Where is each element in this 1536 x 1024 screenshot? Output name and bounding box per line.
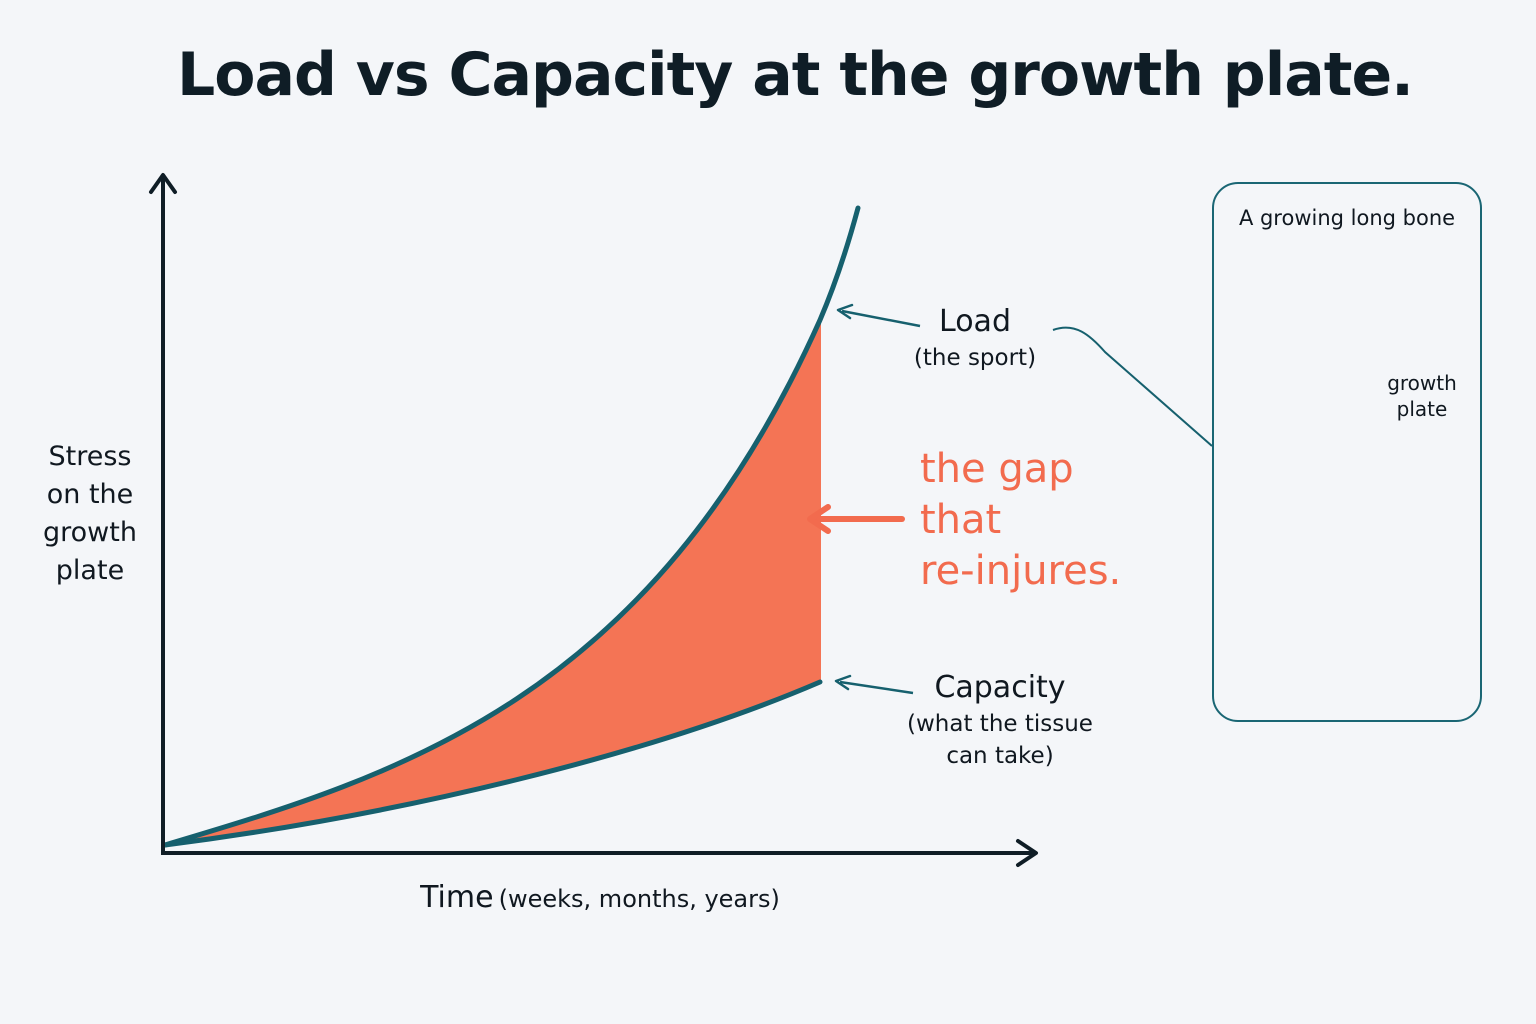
x-axis-label-sub: (weeks, months, years) <box>498 885 780 913</box>
gap-label: the gap that re-injures. <box>920 444 1180 597</box>
gap-label-line: that <box>920 497 1002 543</box>
x-axis-arrowhead <box>1016 839 1038 867</box>
y-axis-label-line: Stress <box>48 441 132 472</box>
load-label-sub: (the sport) <box>913 345 1037 371</box>
capacity-pointer-arrowhead <box>834 674 852 691</box>
load-label-title: Load <box>939 304 1011 339</box>
y-axis-label-line: plate <box>55 555 125 586</box>
capacity-curve <box>162 679 823 848</box>
y-axis-label: Stress on the growth plate <box>20 438 160 590</box>
gap-label-line: re-injures. <box>920 548 1122 594</box>
load-label: Load (the sport) <box>880 302 1070 374</box>
load-pointer-line <box>841 309 921 328</box>
page-title: Load vs Capacity at the growth plate. <box>177 40 1414 110</box>
y-axis-arrowhead <box>149 173 177 194</box>
growth-plate-label-line: plate <box>1396 397 1448 421</box>
x-axis-label-main: Time <box>420 880 494 915</box>
gap-arrowhead <box>807 504 831 534</box>
capacity-label-sub: can take) <box>946 743 1054 769</box>
load-pointer-arrowhead <box>836 303 854 320</box>
load-to-bone-connector <box>1052 326 1213 447</box>
capacity-pointer-line <box>839 680 914 695</box>
y-axis-label-line: on the <box>46 479 134 510</box>
bone-panel-title: A growing long bone <box>1238 206 1456 230</box>
load-curve <box>162 205 861 848</box>
x-axis-label: Time (weeks, months, years) <box>300 880 900 915</box>
y-axis-label-line: growth <box>43 517 137 548</box>
growth-plate-label: growth plate <box>1372 370 1472 422</box>
capacity-label-sub: (what the tissue <box>907 711 1093 737</box>
bone-panel: A growing long bone <box>1212 182 1482 722</box>
gap-label-line: the gap <box>920 446 1074 492</box>
capacity-label: Capacity (what the tissue can take) <box>880 668 1120 772</box>
growth-plate-label-line: growth <box>1387 371 1457 395</box>
gap-area <box>165 320 820 845</box>
capacity-label-title: Capacity <box>934 670 1066 705</box>
